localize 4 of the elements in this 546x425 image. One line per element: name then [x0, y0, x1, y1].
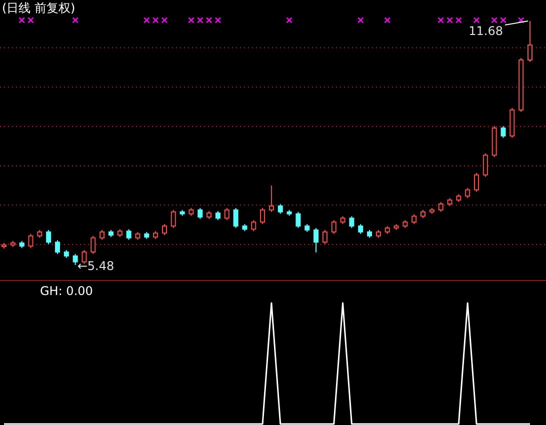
chart-title: GH: 0.00 — [40, 284, 93, 298]
annotation: ←5.48 — [77, 259, 114, 273]
annotation: 11.68 — [468, 24, 503, 38]
chart-title: (日线 前复权) — [2, 1, 76, 15]
